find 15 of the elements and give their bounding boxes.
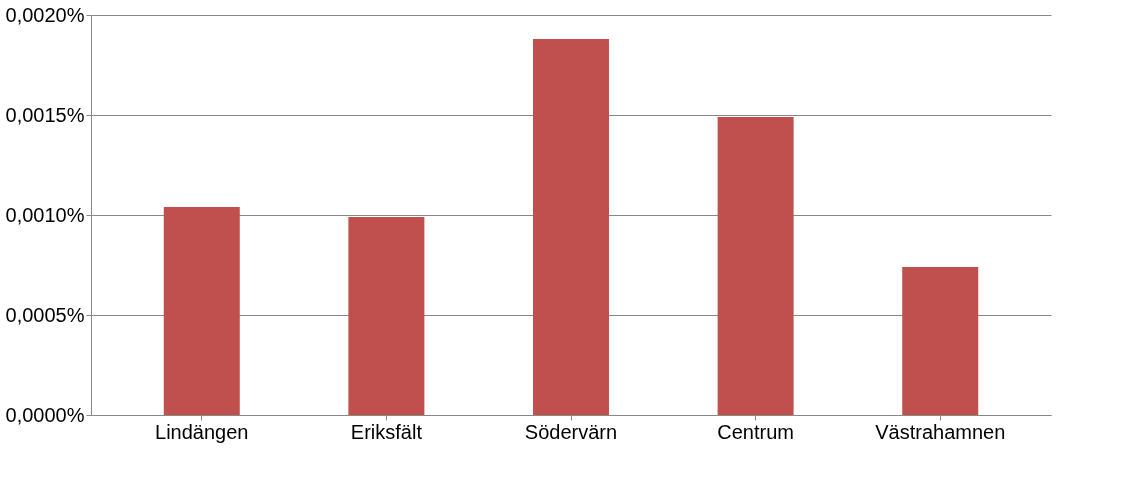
bar (902, 267, 979, 415)
x-tick-label: Lindängen (155, 420, 249, 443)
x-tick-label: Centrum (717, 420, 794, 443)
y-tick-label: 0,0020% (5, 3, 85, 26)
bar (163, 207, 240, 415)
y-tick-label: 0,0015% (5, 103, 85, 126)
x-tick-label: Västrahamnen (875, 420, 1006, 443)
bar (348, 217, 425, 415)
x-tick-label: Eriksfält (350, 420, 423, 443)
bar (717, 117, 794, 415)
x-tick-label: Södervärn (524, 420, 618, 443)
y-tick-label: 0,0005% (5, 303, 85, 326)
y-tick-label: 0,0010% (5, 203, 85, 226)
bar (533, 39, 609, 415)
y-tick-label: 0,0000% (5, 403, 85, 426)
